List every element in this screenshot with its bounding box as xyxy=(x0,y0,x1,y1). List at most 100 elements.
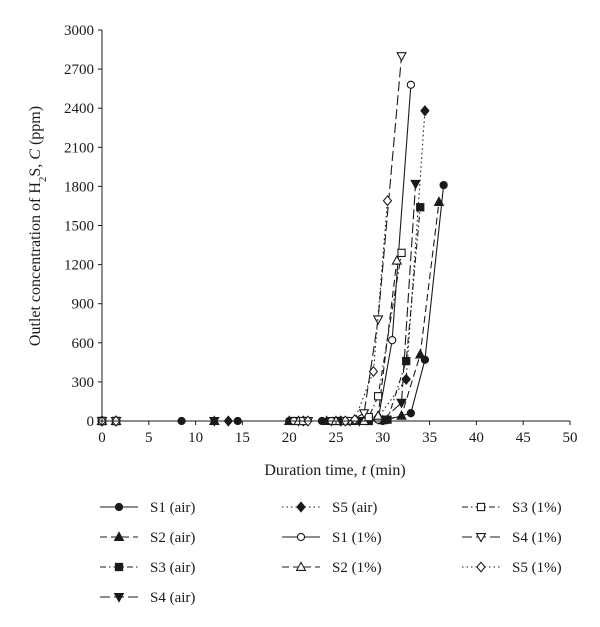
series-line xyxy=(102,185,445,422)
x-tick-label: 0 xyxy=(98,430,106,446)
data-point xyxy=(368,365,379,378)
legend-label: S4 (air) xyxy=(150,590,195,606)
data-point xyxy=(406,80,416,89)
data-point xyxy=(420,105,430,117)
data-point xyxy=(396,398,407,409)
series-line xyxy=(102,183,417,422)
x-tick-label: 10 xyxy=(188,430,203,446)
legend-item: S4 (air) xyxy=(100,590,195,606)
series-line xyxy=(102,207,421,422)
legend-label: S2 (air) xyxy=(150,530,195,546)
series-line xyxy=(102,252,403,422)
x-tick-label: 45 xyxy=(516,430,531,446)
x-tick-label: 25 xyxy=(329,430,344,446)
series-9 xyxy=(96,52,407,427)
data-point xyxy=(414,348,426,359)
legend-marker xyxy=(475,533,487,543)
y-tick-label: 1200 xyxy=(64,258,94,274)
series-4 xyxy=(96,179,421,427)
series-10 xyxy=(97,195,393,427)
legend-item: S3 (air) xyxy=(100,560,195,576)
data-point xyxy=(439,180,448,190)
legend: S1 (air) S5 (air) S3 (1%) S2 (air) S1 (1%) S4… xyxy=(100,500,562,606)
legend-marker xyxy=(114,502,124,512)
legend-label: S5 (1%) xyxy=(512,560,562,576)
y-axis: 0 300 600 900 1200 1500 1800 2100 2400 2700 3000 xyxy=(64,23,103,430)
series-line xyxy=(102,260,398,422)
y-tick-label: 600 xyxy=(72,336,95,352)
legend-label: S3 (1%) xyxy=(512,500,562,516)
series-line xyxy=(102,84,412,422)
series-3 xyxy=(97,203,425,426)
legend-label: S3 (air) xyxy=(150,560,195,576)
legend-marker xyxy=(295,561,307,571)
y-tick-label: 2700 xyxy=(64,62,94,78)
series-7 xyxy=(96,254,403,425)
legend-label: S5 (air) xyxy=(332,500,377,516)
data-point xyxy=(396,410,407,420)
legend-label: S2 (1%) xyxy=(332,560,382,576)
data-point xyxy=(208,417,220,427)
legend-marker xyxy=(296,532,306,542)
data-point xyxy=(396,52,407,62)
y-tick-label: 1800 xyxy=(64,179,94,195)
x-tick-label: 50 xyxy=(563,430,578,446)
x-tick-label: 40 xyxy=(469,430,484,446)
data-point xyxy=(373,392,383,401)
series-line xyxy=(102,201,440,422)
data-point xyxy=(358,409,370,419)
x-tick-label: 30 xyxy=(375,430,390,446)
legend-item: S4 (1%) xyxy=(462,530,562,546)
legend-item: S3 (1%) xyxy=(462,500,562,516)
data-point xyxy=(401,373,411,385)
legend-item: S2 (1%) xyxy=(282,560,382,576)
series-6 xyxy=(97,80,416,426)
series-5 xyxy=(97,105,430,427)
legend-marker xyxy=(296,501,306,513)
y-axis-title: Outlet concentration of H2S, C (ppm) xyxy=(27,106,49,346)
legend-label: S1 (1%) xyxy=(332,530,382,546)
data-point xyxy=(433,196,445,206)
legend-marker xyxy=(476,561,486,573)
y-tick-label: 900 xyxy=(72,297,95,313)
legend-item: S2 (air) xyxy=(100,530,195,546)
series-2 xyxy=(96,196,445,425)
y-tick-label: 2400 xyxy=(64,101,94,117)
legend-item: S5 (1%) xyxy=(462,560,562,576)
legend-label: S4 (1%) xyxy=(512,530,562,546)
x-axis: 0 5 10 15 20 25 30 35 40 45 50 xyxy=(98,420,578,446)
series-line xyxy=(102,200,389,422)
y-tick-label: 3000 xyxy=(64,23,94,39)
data-point xyxy=(388,336,397,345)
data-point xyxy=(372,410,384,420)
data-point xyxy=(402,356,411,366)
legend-label: S1 (air) xyxy=(150,500,195,516)
legend-marker xyxy=(476,502,486,512)
legend-marker xyxy=(113,531,125,541)
series-8 xyxy=(97,248,406,426)
y-tick-label: 2100 xyxy=(64,140,94,156)
x-tick-label: 20 xyxy=(282,430,297,446)
data-point xyxy=(382,195,393,207)
series-line xyxy=(102,110,426,422)
legend-item: S1 (1%) xyxy=(282,530,382,546)
y-tick-label: 1500 xyxy=(64,219,94,235)
data-point xyxy=(350,414,360,426)
data-point xyxy=(397,248,406,258)
data-point xyxy=(406,409,416,418)
legend-marker xyxy=(113,593,125,603)
x-tick-label: 35 xyxy=(422,430,437,446)
y-tick-label: 0 xyxy=(87,414,95,430)
data-point xyxy=(391,254,403,265)
legend-marker xyxy=(114,562,124,572)
legend-item: S1 (air) xyxy=(100,500,195,516)
legend-item: S5 (air) xyxy=(282,500,377,516)
y-tick-label: 300 xyxy=(72,375,95,391)
x-tick-label: 5 xyxy=(145,430,153,446)
data-point xyxy=(410,179,421,190)
x-tick-label: 15 xyxy=(235,430,250,446)
plot-area xyxy=(96,52,448,427)
x-axis-title: Duration time, t (min) xyxy=(264,462,405,479)
data-point xyxy=(416,203,425,212)
